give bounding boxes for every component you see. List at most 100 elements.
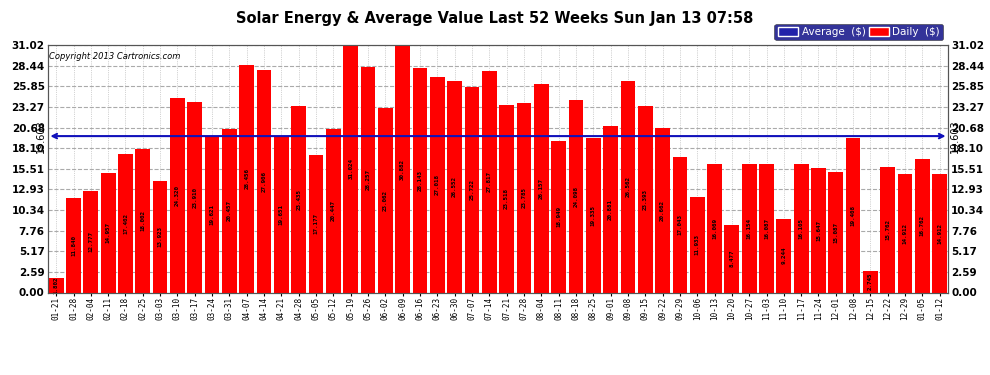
Bar bbox=[655, 128, 670, 292]
Text: Copyright 2013 Cartronics.com: Copyright 2013 Cartronics.com bbox=[50, 53, 181, 62]
Text: 24.320: 24.320 bbox=[175, 185, 180, 206]
Text: 2.745: 2.745 bbox=[868, 273, 873, 290]
Text: 17.043: 17.043 bbox=[677, 214, 682, 235]
Text: 13.923: 13.923 bbox=[157, 226, 162, 248]
Text: 1.802: 1.802 bbox=[53, 276, 58, 294]
Bar bbox=[152, 182, 167, 292]
Bar bbox=[672, 156, 687, 292]
Bar bbox=[83, 190, 98, 292]
Text: 23.435: 23.435 bbox=[296, 189, 301, 210]
Bar bbox=[551, 141, 566, 292]
Text: 20.662: 20.662 bbox=[660, 200, 665, 220]
Text: 20.881: 20.881 bbox=[608, 199, 613, 220]
Bar bbox=[378, 108, 393, 292]
Bar bbox=[49, 278, 63, 292]
Bar bbox=[499, 105, 514, 292]
Bar bbox=[794, 164, 809, 292]
Legend: Average  ($), Daily  ($): Average ($), Daily ($) bbox=[774, 24, 943, 40]
Text: 9.244: 9.244 bbox=[781, 247, 786, 264]
Text: 19.621: 19.621 bbox=[210, 204, 215, 225]
Text: Solar Energy & Average Value Last 52 Weeks Sun Jan 13 07:58: Solar Energy & Average Value Last 52 Wee… bbox=[237, 11, 753, 26]
Text: 20.447: 20.447 bbox=[331, 200, 336, 221]
Text: 23.062: 23.062 bbox=[383, 190, 388, 211]
Text: 18.949: 18.949 bbox=[556, 206, 561, 227]
Text: 17.177: 17.177 bbox=[314, 213, 319, 234]
Text: 31.024: 31.024 bbox=[348, 158, 353, 179]
Bar bbox=[915, 159, 930, 292]
Text: 14.912: 14.912 bbox=[903, 222, 908, 243]
Bar bbox=[395, 46, 410, 292]
Bar bbox=[725, 225, 740, 292]
Bar bbox=[118, 154, 133, 292]
Bar bbox=[291, 105, 306, 292]
Text: 15.647: 15.647 bbox=[816, 220, 821, 241]
Bar bbox=[205, 136, 220, 292]
Bar bbox=[880, 167, 895, 292]
Text: 28.143: 28.143 bbox=[418, 170, 423, 191]
Bar bbox=[447, 81, 462, 292]
Text: 19.603: 19.603 bbox=[950, 119, 960, 153]
Text: 25.722: 25.722 bbox=[469, 179, 474, 200]
Text: 28.257: 28.257 bbox=[365, 169, 370, 190]
Bar bbox=[482, 70, 497, 292]
Bar bbox=[621, 81, 636, 292]
Bar bbox=[776, 219, 791, 292]
Bar bbox=[811, 168, 826, 292]
Text: 11.933: 11.933 bbox=[695, 234, 700, 255]
Bar bbox=[274, 136, 289, 292]
Bar bbox=[568, 100, 583, 292]
Text: 16.087: 16.087 bbox=[764, 218, 769, 239]
Bar bbox=[829, 172, 843, 292]
Text: 26.552: 26.552 bbox=[452, 176, 457, 197]
Bar bbox=[326, 129, 341, 292]
Bar bbox=[170, 99, 185, 292]
Text: 17.402: 17.402 bbox=[123, 213, 128, 234]
Text: 15.087: 15.087 bbox=[834, 222, 839, 243]
Bar bbox=[344, 45, 358, 292]
Text: 27.906: 27.906 bbox=[261, 171, 266, 192]
Bar bbox=[534, 84, 548, 292]
Bar bbox=[464, 87, 479, 292]
Text: 19.651: 19.651 bbox=[279, 204, 284, 225]
Text: 16.069: 16.069 bbox=[712, 218, 717, 239]
Text: 14.957: 14.957 bbox=[106, 222, 111, 243]
Text: 27.018: 27.018 bbox=[435, 174, 440, 195]
Text: 16.154: 16.154 bbox=[746, 217, 751, 238]
Bar bbox=[759, 164, 774, 292]
Bar bbox=[690, 197, 705, 292]
Text: 20.457: 20.457 bbox=[227, 200, 232, 221]
Bar bbox=[863, 271, 878, 292]
Bar bbox=[707, 164, 722, 292]
Text: 24.098: 24.098 bbox=[573, 186, 578, 207]
Bar bbox=[742, 164, 756, 292]
Bar bbox=[360, 67, 375, 292]
Text: 19.408: 19.408 bbox=[850, 205, 855, 226]
Bar bbox=[136, 149, 150, 292]
Bar bbox=[101, 173, 116, 292]
Text: 16.762: 16.762 bbox=[920, 215, 925, 236]
Text: 12.777: 12.777 bbox=[88, 231, 93, 252]
Text: 26.157: 26.157 bbox=[539, 178, 544, 199]
Text: 23.393: 23.393 bbox=[643, 189, 647, 210]
Text: 30.882: 30.882 bbox=[400, 159, 405, 180]
Text: 8.477: 8.477 bbox=[730, 250, 735, 267]
Text: 23.910: 23.910 bbox=[192, 187, 197, 208]
Bar bbox=[413, 68, 428, 292]
Bar bbox=[586, 138, 601, 292]
Text: 11.840: 11.840 bbox=[71, 235, 76, 256]
Bar bbox=[309, 156, 324, 292]
Text: 28.456: 28.456 bbox=[245, 168, 249, 189]
Bar bbox=[638, 106, 652, 292]
Text: 19.603: 19.603 bbox=[36, 119, 46, 153]
Bar bbox=[933, 174, 947, 292]
Bar bbox=[845, 138, 860, 292]
Bar bbox=[898, 174, 913, 292]
Text: 15.762: 15.762 bbox=[885, 219, 890, 240]
Text: 18.002: 18.002 bbox=[141, 210, 146, 231]
Bar bbox=[256, 70, 271, 292]
Text: 27.817: 27.817 bbox=[487, 171, 492, 192]
Bar bbox=[517, 103, 532, 292]
Text: 26.562: 26.562 bbox=[626, 176, 631, 197]
Bar bbox=[430, 77, 445, 292]
Text: 19.335: 19.335 bbox=[591, 205, 596, 226]
